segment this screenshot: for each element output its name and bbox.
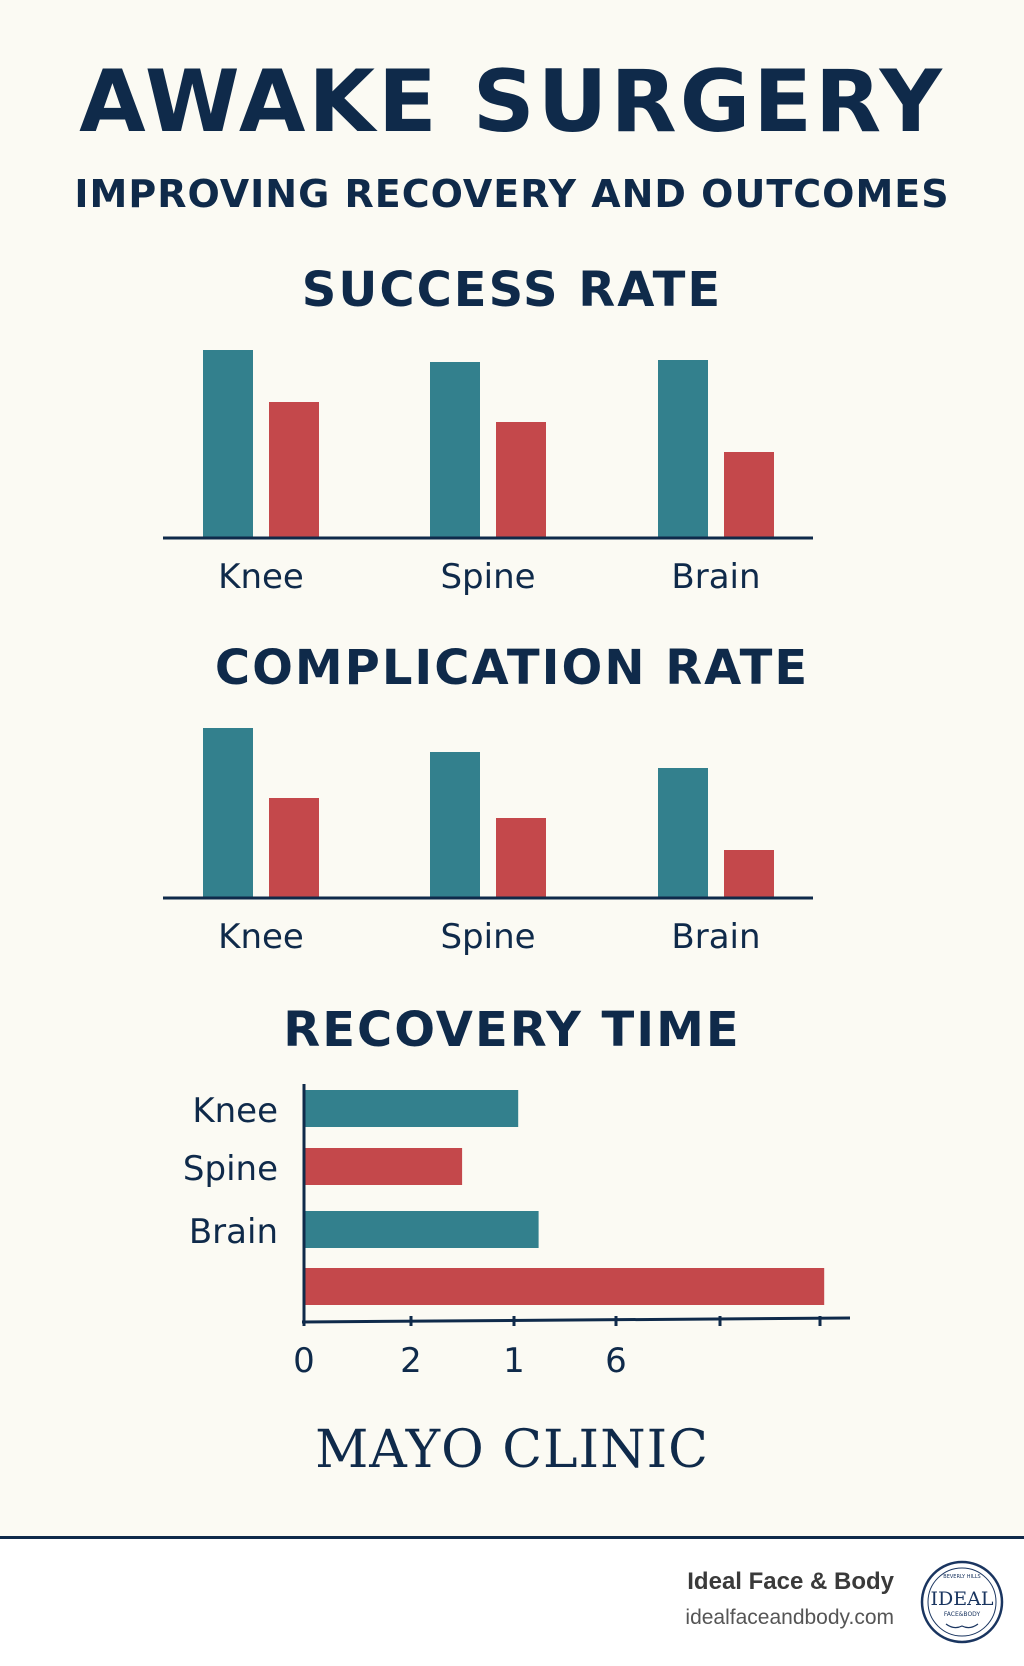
bar-recovery-4 <box>304 1268 825 1305</box>
recovery-time-chart: Knee Spine Brain 0 2 1 6 <box>183 1084 851 1381</box>
bar-brain-series-1 <box>658 360 708 538</box>
x-tick-label-knee: Knee <box>218 557 304 597</box>
x-tick-label: 0 <box>293 1341 315 1381</box>
x-tick-label: 2 <box>400 1341 422 1381</box>
bar-knee-series-2 <box>269 798 319 898</box>
success-rate-title: SUCCESS RATE <box>301 262 723 318</box>
page-subtitle: IMPROVING RECOVERY AND OUTCOMES <box>74 172 950 216</box>
complication-rate-chart: Knee Spine Brain <box>163 728 813 957</box>
bar-brain-series-2 <box>724 850 774 898</box>
success-rate-chart: Knee Spine Brain <box>163 350 813 597</box>
page-title: AWAKE SURGERY <box>79 52 945 152</box>
bar-knee-series-1 <box>203 350 253 538</box>
logo-sub-text: FACE&BODY <box>944 1611 981 1618</box>
bar-recovery-1 <box>304 1090 519 1127</box>
x-tick-label-spine: Spine <box>440 917 535 957</box>
bar-brain-series-2 <box>724 452 774 538</box>
brand-name: MAYO CLINIC <box>315 1420 709 1480</box>
footer-divider <box>0 1536 1024 1539</box>
bar-spine-series-2 <box>496 422 546 538</box>
logo-top-text: BEVERLY HILLS <box>943 1574 980 1580</box>
x-tick-label: 1 <box>503 1341 525 1381</box>
x-tick-label-spine: Spine <box>440 557 535 597</box>
x-tick-label: 6 <box>605 1341 627 1381</box>
bar-knee-series-1 <box>203 728 253 898</box>
logo-word: IDEAL <box>931 1588 994 1610</box>
bar-spine-series-1 <box>430 362 480 538</box>
footer-company-name: Ideal Face & Body <box>687 1568 894 1595</box>
recovery-time-title: RECOVERY TIME <box>283 1002 741 1058</box>
complication-rate-title: COMPLICATION RATE <box>214 640 810 696</box>
bar-spine-series-2 <box>496 818 546 898</box>
y-tick-label-spine: Spine <box>183 1149 278 1189</box>
bar-brain-series-1 <box>658 768 708 898</box>
y-tick-label-brain: Brain <box>189 1212 278 1252</box>
x-tick-label-brain: Brain <box>671 557 760 597</box>
ideal-logo-icon: BEVERLY HILLS IDEAL FACE&BODY <box>920 1560 1004 1644</box>
bar-recovery-2 <box>304 1148 463 1185</box>
bar-knee-series-2 <box>269 402 319 538</box>
footer-website-link[interactable]: idealfaceandbody.com <box>685 1606 894 1629</box>
bar-recovery-3 <box>304 1211 539 1248</box>
y-tick-label-knee: Knee <box>192 1091 278 1131</box>
x-tick-label-brain: Brain <box>671 917 760 957</box>
bar-spine-series-1 <box>430 752 480 898</box>
footer <box>0 1539 1024 1666</box>
x-tick-label-knee: Knee <box>218 917 304 957</box>
x-axis-line <box>301 1316 851 1324</box>
